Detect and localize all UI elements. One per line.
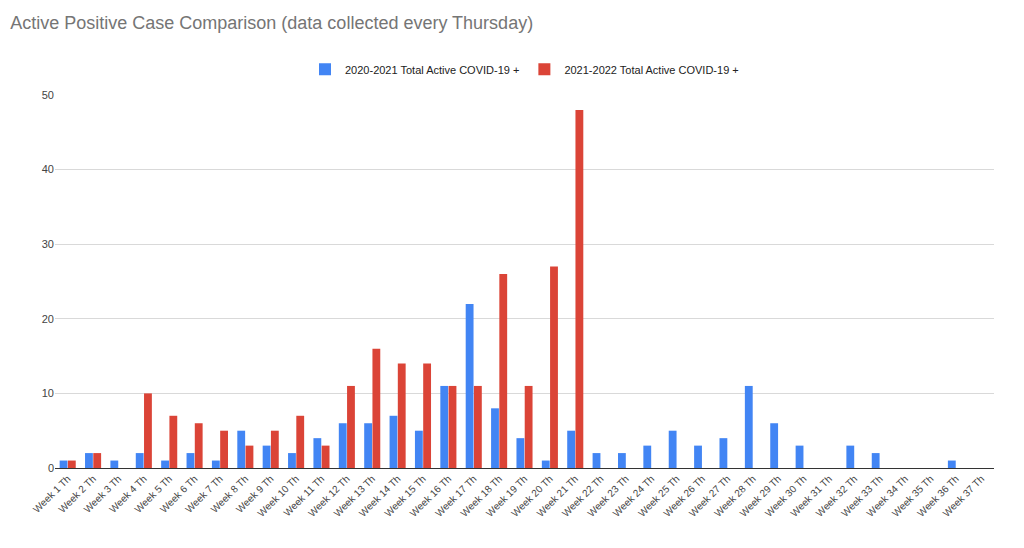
svg-text:0: 0 [48, 462, 54, 474]
svg-text:Week 30 Th: Week 30 Th [763, 473, 809, 519]
svg-text:Week 6 Th: Week 6 Th [158, 473, 200, 515]
svg-text:Week 21 Th: Week 21 Th [535, 473, 581, 519]
svg-text:Week 17 Th: Week 17 Th [433, 473, 479, 519]
svg-text:Week 22 Th: Week 22 Th [560, 473, 606, 519]
svg-text:Week 20 Th: Week 20 Th [509, 473, 555, 519]
svg-text:2020-2021 Total Active COVID-1: 2020-2021 Total Active COVID-19 + [345, 64, 519, 76]
svg-text:Week 33 Th: Week 33 Th [839, 473, 885, 519]
svg-text:Week 35 Th: Week 35 Th [890, 473, 936, 519]
svg-text:Week 31 Th: Week 31 Th [788, 473, 834, 519]
svg-text:2021-2022 Total Active COVID-1: 2021-2022 Total Active COVID-19 + [564, 64, 738, 76]
svg-text:Week 37 Th: Week 37 Th [941, 473, 987, 519]
svg-text:Week 26 Th: Week 26 Th [661, 473, 707, 519]
svg-text:50: 50 [42, 89, 54, 101]
svg-text:Week 12 Th: Week 12 Th [306, 473, 352, 519]
svg-text:Week 25 Th: Week 25 Th [636, 473, 682, 519]
svg-text:Week 10 Th: Week 10 Th [255, 473, 301, 519]
svg-text:Week 19 Th: Week 19 Th [484, 473, 530, 519]
svg-text:Week 1 Th: Week 1 Th [31, 473, 73, 515]
svg-text:Week 23 Th: Week 23 Th [585, 473, 631, 519]
svg-text:Week 29 Th: Week 29 Th [738, 473, 784, 519]
svg-text:20: 20 [42, 313, 54, 325]
svg-text:Week 14 Th: Week 14 Th [357, 473, 403, 519]
svg-text:Active Positive Case Compariso: Active Positive Case Comparison (data co… [10, 13, 533, 33]
svg-text:Week 34 Th: Week 34 Th [864, 473, 910, 519]
svg-text:Week 24 Th: Week 24 Th [611, 473, 657, 519]
svg-text:Week 36 Th: Week 36 Th [915, 473, 961, 519]
svg-text:40: 40 [42, 163, 54, 175]
svg-text:Week 2 Th: Week 2 Th [56, 473, 98, 515]
svg-text:Week 18 Th: Week 18 Th [458, 473, 504, 519]
svg-text:Week 4 Th: Week 4 Th [107, 473, 149, 515]
svg-text:30: 30 [42, 238, 54, 250]
svg-text:Week 8 Th: Week 8 Th [209, 473, 251, 515]
svg-text:10: 10 [42, 387, 54, 399]
svg-text:Week 9 Th: Week 9 Th [234, 473, 276, 515]
svg-text:Week 3 Th: Week 3 Th [82, 473, 124, 515]
svg-text:Week 5 Th: Week 5 Th [132, 473, 174, 515]
svg-text:Week 11 Th: Week 11 Th [281, 473, 326, 518]
svg-text:Week 32 Th: Week 32 Th [814, 473, 860, 519]
svg-text:Week 15 Th: Week 15 Th [382, 473, 428, 519]
svg-text:Week 16 Th: Week 16 Th [408, 473, 454, 519]
svg-text:Week 13 Th: Week 13 Th [332, 473, 378, 519]
svg-text:Week 7 Th: Week 7 Th [183, 473, 225, 515]
svg-text:Week 27 Th: Week 27 Th [687, 473, 733, 519]
svg-text:Week 28 Th: Week 28 Th [712, 473, 758, 519]
